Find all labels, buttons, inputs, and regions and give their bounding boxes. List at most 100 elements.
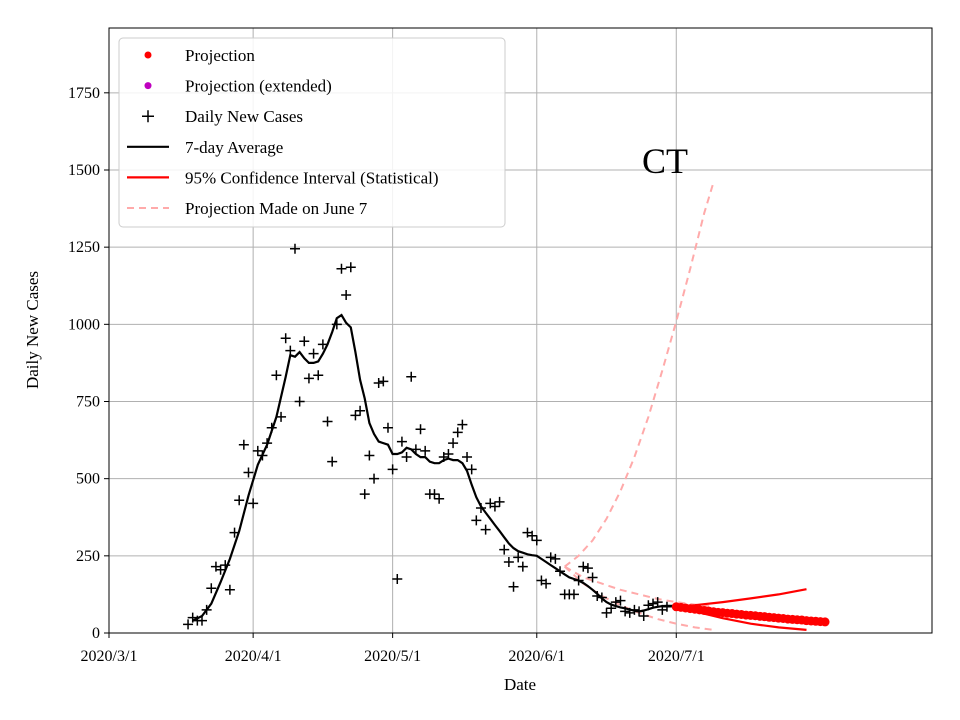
x-tick-label: 2020/4/1 [225, 648, 282, 665]
x-tick-label: 2020/7/1 [648, 648, 705, 665]
daily-case-marker [285, 345, 296, 356]
x-tick-label: 2020/3/1 [81, 648, 138, 665]
y-tick-label: 750 [76, 393, 100, 410]
daily-case-marker [615, 595, 626, 606]
daily-case-marker [494, 496, 505, 507]
daily-case-marker [364, 450, 375, 461]
daily-case-marker [313, 370, 324, 381]
daily-case-marker [243, 467, 254, 478]
daily-case-marker [517, 561, 528, 572]
daily-case-marker [448, 438, 459, 449]
y-axis-label: Daily New Cases [23, 271, 42, 389]
daily-case-marker [452, 427, 463, 438]
daily-case-marker [280, 333, 291, 344]
daily-case-marker [434, 493, 445, 504]
y-tick-label: 1250 [68, 239, 100, 256]
x-axis-label: Date [504, 675, 536, 694]
axes: 2020/3/1 2020/4/1 2020/5/1 2020/6/1 2020/7/1… [68, 27, 933, 665]
legend-plus-icon [142, 110, 154, 123]
daily-case-marker [462, 452, 473, 463]
daily-case-marker [471, 515, 482, 526]
daily-case-marker [322, 416, 333, 427]
daily-case-marker [294, 396, 305, 407]
daily-case-marker [582, 563, 593, 574]
daily-case-marker [480, 524, 491, 535]
daily-case-marker [234, 495, 245, 506]
daily-case-marker [215, 564, 226, 575]
daily-case-marker [350, 410, 361, 421]
y-tick-label: 1750 [68, 85, 100, 102]
daily-case-marker [545, 552, 556, 563]
daily-case-marker [568, 589, 579, 600]
state-annotation: CT [642, 141, 688, 181]
daily-case-marker [336, 263, 347, 274]
daily-case-marker [550, 553, 561, 564]
projection-point [820, 617, 830, 627]
daily-case-marker [252, 445, 263, 456]
y-tick-label: 0 [92, 625, 100, 642]
daily-case-marker [387, 464, 398, 475]
legend-label: 7-day Average [185, 138, 283, 157]
y-tick-label: 250 [76, 548, 100, 565]
daily-case-marker [652, 597, 663, 608]
daily-case-marker [531, 535, 542, 546]
legend-label: Projection Made on June 7 [185, 199, 368, 218]
legend-label: Projection [185, 46, 255, 65]
daily-case-marker [378, 376, 389, 387]
daily-case-marker [443, 448, 454, 459]
daily-case-marker [238, 439, 249, 450]
legend-label: Projection (extended) [185, 77, 332, 96]
daily-case-marker [429, 489, 440, 500]
daily-case-marker [289, 243, 300, 254]
daily-case-marker [224, 584, 235, 595]
daily-case-marker [513, 552, 524, 563]
daily-case-marker [373, 377, 384, 388]
daily-case-marker [308, 348, 319, 359]
daily-case-marker [499, 544, 510, 555]
daily-case-marker [369, 473, 380, 484]
daily-case-marker [638, 611, 649, 622]
daily-case-marker [401, 452, 412, 463]
plot-frame [108, 27, 933, 634]
daily-case-marker [420, 445, 431, 456]
june7-projection-lower [564, 565, 714, 631]
daily-case-marker [541, 578, 552, 589]
daily-case-marker [578, 561, 589, 572]
legend-box [118, 37, 506, 228]
daily-case-marker [489, 501, 500, 512]
daily-case-marker [601, 607, 612, 618]
daily-case-marker [415, 424, 426, 435]
y-tick-label: 1000 [68, 316, 100, 333]
daily-case-marker [503, 557, 514, 568]
daily-case-marker [527, 530, 538, 541]
june7-projection-upper [564, 182, 715, 568]
daily-case-marker [355, 405, 366, 416]
daily-case-marker [299, 336, 310, 347]
legend: Projection Projection (extended) Daily New… [118, 37, 506, 228]
june7-projection-middle [564, 565, 714, 608]
x-tick-label: 2020/6/1 [508, 648, 565, 665]
y-tick-label: 1500 [68, 162, 100, 179]
daily-case-marker [317, 339, 328, 350]
daily-case-marker [248, 498, 259, 509]
legend-label: Daily New Cases [185, 107, 303, 126]
daily-case-marker [382, 422, 393, 433]
daily-case-marker [508, 581, 519, 592]
y-tick-label: 500 [76, 471, 100, 488]
daily-case-marker [587, 572, 598, 583]
ci-upper-line [676, 588, 807, 608]
legend-dot-icon [144, 82, 152, 90]
seven-day-average-line [192, 313, 677, 622]
series-layer [183, 182, 830, 631]
daily-case-marker [183, 619, 194, 630]
daily-case-marker [345, 262, 356, 273]
daily-case-marker [276, 411, 287, 422]
daily-case-marker [341, 290, 352, 301]
legend-dot-icon [144, 51, 152, 59]
x-tick-label: 2020/5/1 [364, 648, 421, 665]
daily-case-marker [392, 573, 403, 584]
daily-case-marker [196, 615, 207, 626]
daily-case-marker [303, 373, 314, 384]
daily-case-marker [271, 370, 282, 381]
